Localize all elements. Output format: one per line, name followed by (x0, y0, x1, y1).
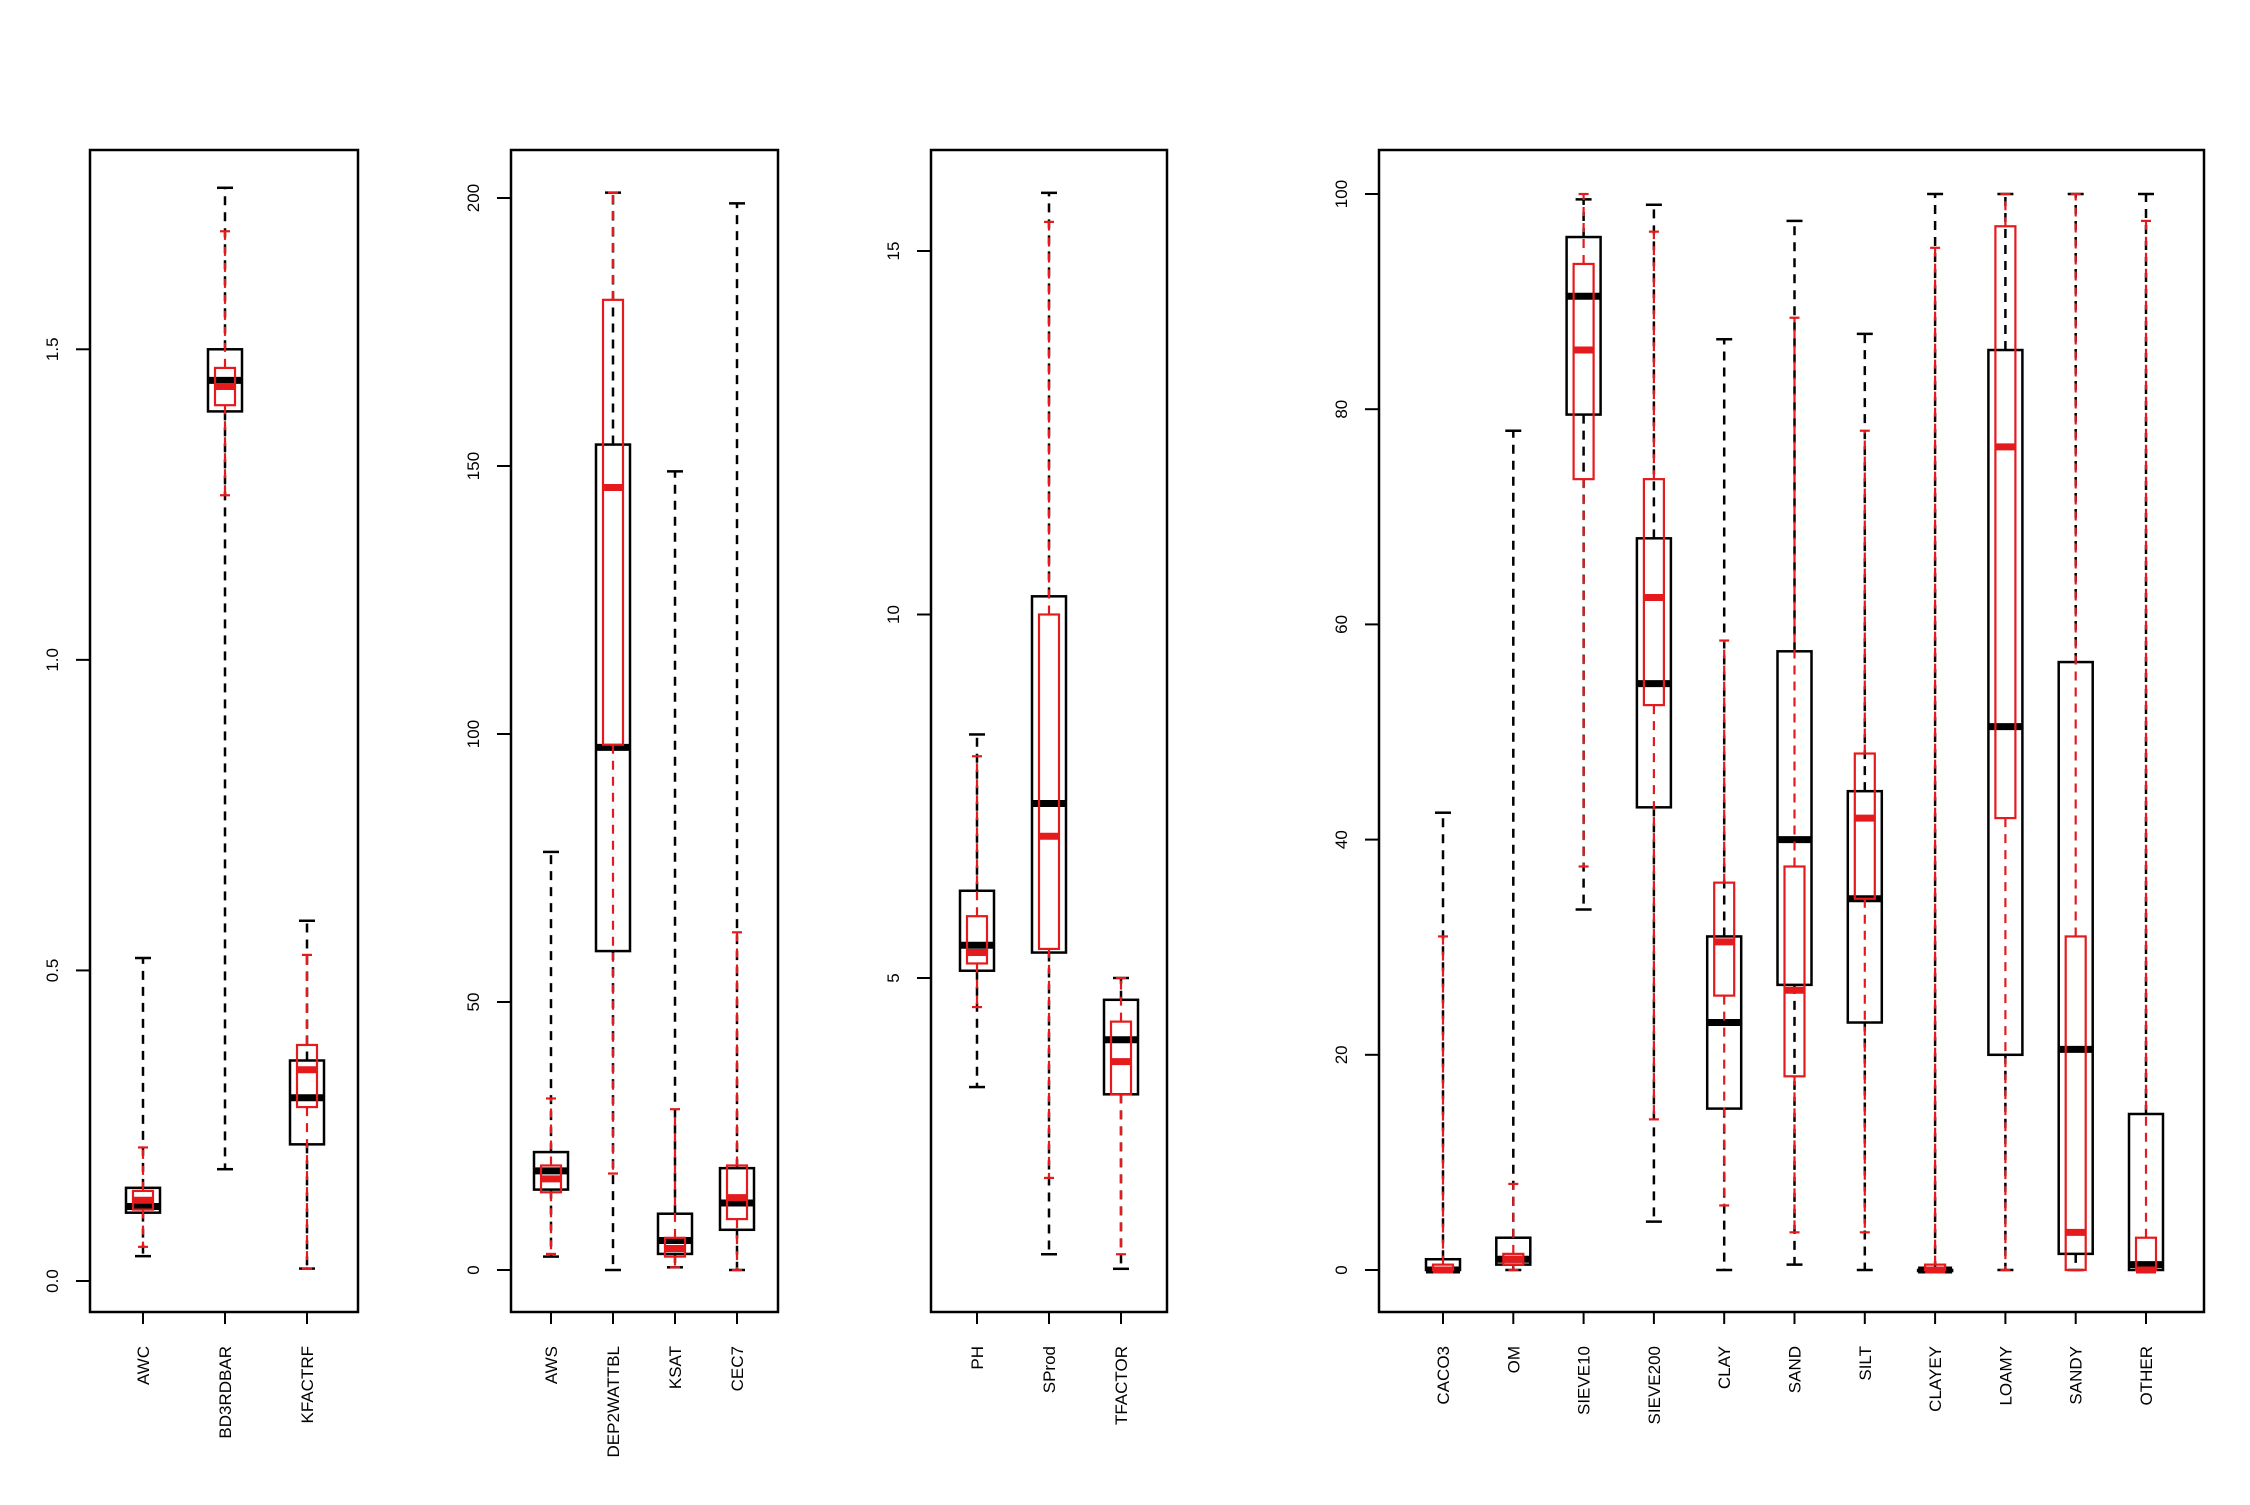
y-tick-label: 0.0 (43, 1269, 62, 1293)
x-tick-label: DEP2WATTBL (604, 1346, 623, 1457)
iqr-box (594, 443, 632, 953)
y-tick-label: 1.0 (43, 648, 62, 672)
iqr-box (1565, 235, 1602, 416)
box-red-CLAYEY (1923, 246, 1947, 1274)
box-red-AWS (539, 1097, 563, 1256)
x-tick-label: OM (1504, 1346, 1523, 1373)
iqr-box (1994, 225, 2017, 820)
x-tick-label: CACO3 (1434, 1346, 1453, 1405)
box-black-DEP2WATTBL (594, 191, 632, 1272)
box-red-OM (1502, 1182, 1525, 1272)
box-red-CEC7 (725, 931, 749, 1272)
x-tick-label: TFACTOR (1112, 1346, 1131, 1425)
x-tick-label: CLAYEY (1926, 1346, 1945, 1412)
y-tick-label: 80 (1332, 400, 1351, 419)
y-tick-label: 1.5 (43, 337, 62, 361)
x-tick-label: AWC (134, 1346, 153, 1385)
plot-frame (509, 148, 780, 1314)
box-red-AWC (131, 1146, 155, 1248)
box-red-SProd (1037, 220, 1061, 1180)
y-tick-label: 0.5 (43, 959, 62, 983)
y-tick-label: 15 (884, 242, 903, 261)
iqr-box (958, 889, 996, 972)
iqr-box (718, 1166, 756, 1232)
box-red-DEP2WATTBL (601, 191, 625, 1175)
box-red-SAND (1783, 316, 1806, 1234)
y-tick-label: 50 (464, 993, 483, 1012)
y-tick-label: 100 (464, 720, 483, 748)
box-red-SANDY (2064, 192, 2087, 1272)
box-black-SAND (1776, 219, 1813, 1266)
y-tick-label: 150 (464, 452, 483, 480)
plot-frame (1377, 148, 2206, 1314)
iqr-box (725, 1164, 749, 1221)
box-black-CACO3 (1424, 811, 1462, 1274)
box-red-SILT (1853, 429, 1876, 1234)
iqr-box (1030, 595, 1068, 954)
iqr-box (1109, 1020, 1133, 1096)
box-red-KFACTRF (295, 953, 319, 1270)
y-tick-label: 20 (1332, 1045, 1351, 1064)
x-tick-label: LOAMY (1996, 1346, 2015, 1406)
iqr-box (1642, 478, 1666, 707)
box-black-PH (958, 733, 996, 1089)
box-black-KSAT (656, 470, 694, 1269)
iqr-box (1987, 348, 2024, 1057)
iqr-box (1572, 262, 1595, 481)
x-tick-label: PH (968, 1346, 987, 1370)
iqr-box (2064, 935, 2087, 1272)
x-tick-label: CLAY (1715, 1346, 1734, 1389)
x-tick-label: SANDY (2067, 1346, 2086, 1405)
x-tick-label: SAND (1786, 1346, 1805, 1393)
panel-2: 0 50 100 150 200 AWS DEP2WATTBL KSAT CEC7 (464, 148, 780, 1457)
x-tick-label: CEC7 (728, 1346, 747, 1391)
x-tick-label: SIEVE10 (1575, 1346, 1594, 1415)
y-tick-label: 100 (1332, 180, 1351, 208)
box-black-SIEVE200 (1635, 203, 1673, 1223)
y-tick-label: 60 (1332, 615, 1351, 634)
iqr-box (295, 1043, 319, 1109)
y-tick-label: 40 (1332, 830, 1351, 849)
box-red-BD3RDBAR (213, 230, 237, 497)
box-black-OM (1495, 429, 1532, 1272)
x-tick-label: AWS (542, 1346, 561, 1384)
iqr-box (1635, 537, 1673, 809)
x-tick-label: SIEVE200 (1645, 1346, 1664, 1424)
iqr-box (1783, 865, 1806, 1078)
iqr-box (2057, 660, 2094, 1256)
box-red-KSAT (663, 1108, 687, 1269)
iqr-box (1037, 613, 1061, 951)
box-red-SIEVE10 (1572, 192, 1595, 868)
y-tick-label: 5 (884, 973, 903, 982)
box-red-CACO3 (1431, 935, 1455, 1274)
x-tick-label: KSAT (666, 1346, 685, 1389)
x-tick-label: OTHER (2137, 1346, 2156, 1406)
panel-3: 5 10 15 PH SProd TFACTOR (884, 148, 1169, 1425)
y-tick-label: 200 (464, 184, 483, 212)
x-tick-label: KFACTRF (298, 1346, 317, 1423)
y-tick-label: 0 (464, 1265, 483, 1274)
iqr-box (1846, 789, 1884, 1024)
box-red-TFACTOR (1109, 976, 1133, 1256)
box-red-LOAMY (1994, 192, 2017, 1272)
y-tick-label: 10 (884, 605, 903, 624)
iqr-box (1853, 752, 1876, 900)
box-red-SIEVE200 (1642, 230, 1666, 1121)
box-red-OTHER (2134, 219, 2158, 1274)
x-tick-label: BD3RDBAR (216, 1346, 235, 1439)
iqr-box (601, 298, 625, 746)
x-tick-label: SILT (1856, 1346, 1875, 1381)
iqr-box (965, 915, 989, 965)
y-tick-label: 0 (1332, 1265, 1351, 1274)
box-red-CLAY (1713, 639, 1736, 1207)
box-black-CEC7 (718, 202, 756, 1272)
x-tick-label: SProd (1040, 1346, 1059, 1393)
box-red-PH (965, 755, 989, 1009)
panel-1: 0.0 0.5 1.0 1.5 AWC BD3RDBAR KFACTRF (43, 148, 360, 1439)
panel-4: 0 20 40 60 80 100 CACO3 OM SIEVE10 SIEVE200 CLAY SA… (1332, 148, 2206, 1424)
